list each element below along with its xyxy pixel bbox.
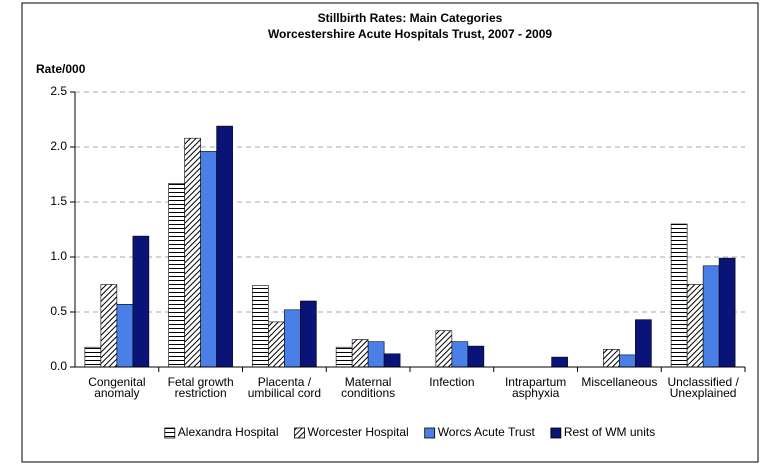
bar <box>670 223 688 368</box>
bar <box>184 137 201 368</box>
y-tick-label: 1.0 <box>50 249 67 263</box>
bar <box>435 330 453 368</box>
y-tick-label: 0.5 <box>50 304 67 318</box>
bar <box>268 321 285 368</box>
bar <box>84 346 102 368</box>
bar <box>200 151 217 368</box>
frame <box>21 2 759 463</box>
legend-label: Alexandra Hospital <box>178 425 279 439</box>
x-tick-label: Infection <box>429 375 474 389</box>
bar <box>718 257 736 368</box>
bar <box>383 353 401 368</box>
bar <box>300 300 317 368</box>
bar <box>216 125 233 368</box>
legend-swatch <box>550 427 562 439</box>
chart-title: Stillbirth Rates: Main Categories <box>318 11 503 25</box>
bar <box>551 356 568 368</box>
bar <box>351 339 369 368</box>
bar <box>619 354 636 368</box>
legend-swatch <box>164 427 176 439</box>
bar <box>168 183 185 368</box>
x-tick-label: Unclassified / Unexplained <box>667 375 739 400</box>
bar <box>686 284 704 368</box>
legend-swatch <box>294 427 305 439</box>
y-tick-label: 2.0 <box>50 139 67 153</box>
x-tick-label: Fetal growth restriction <box>168 375 234 400</box>
bar <box>132 235 150 368</box>
bar <box>702 265 720 368</box>
bar <box>367 341 385 368</box>
x-tick-label: Maternal conditions <box>341 375 395 400</box>
x-tick-label: Miscellaneous <box>581 375 657 389</box>
y-tick-label: 0.0 <box>50 359 67 373</box>
y-tick-label: 2.5 <box>50 84 67 98</box>
bar <box>116 303 134 368</box>
chart-subtitle: Worcestershire Acute Hospitals Trust, 20… <box>268 27 552 41</box>
bar <box>335 346 353 368</box>
bar <box>252 285 269 368</box>
bar <box>603 349 620 368</box>
legend-swatch <box>424 427 436 439</box>
y-axis-label: Rate/000 <box>36 62 86 76</box>
bar <box>284 309 301 368</box>
bar <box>451 341 469 368</box>
bar <box>635 319 652 368</box>
bar <box>467 345 485 368</box>
x-tick-label: Placenta / umbilical cord <box>248 375 321 400</box>
y-tick-label: 1.5 <box>50 194 67 208</box>
x-tick-label: Congenital anomaly <box>88 375 145 400</box>
legend-label: Worcs Acute Trust <box>438 425 536 439</box>
legend-label: Worcester Hospital <box>308 425 409 439</box>
legend-label: Rest of WM units <box>564 425 655 439</box>
bar <box>100 284 118 368</box>
x-tick-label: Intrapartum asphyxia <box>505 375 566 400</box>
